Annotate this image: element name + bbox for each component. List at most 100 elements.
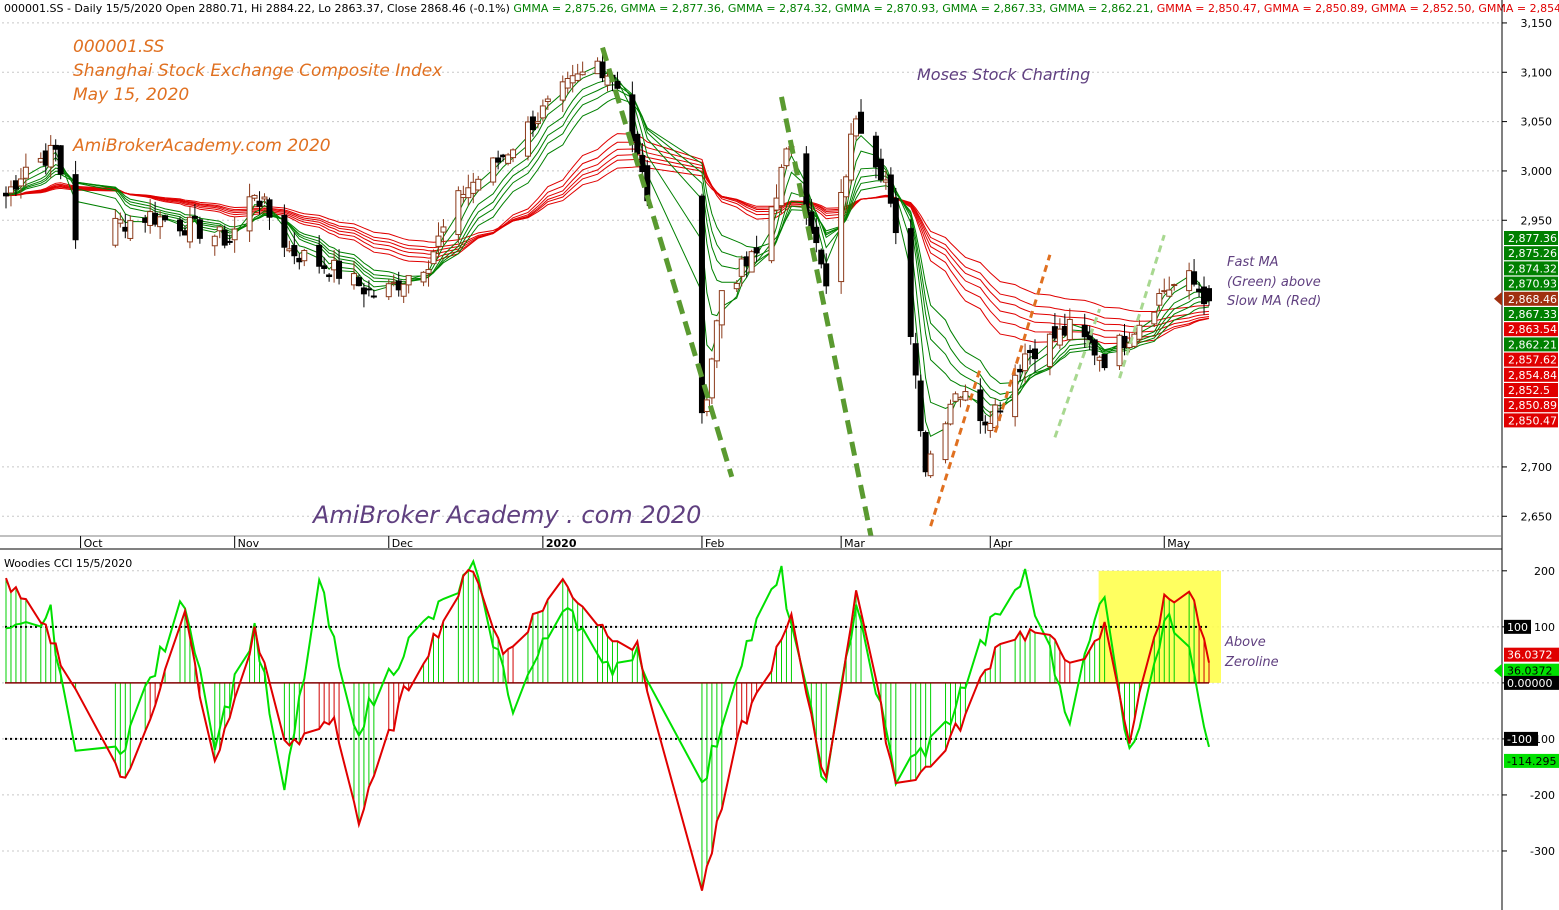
candle-body [17,178,24,187]
candle-body [142,217,149,223]
trend-dash-down [779,96,874,537]
candle-body [385,283,392,298]
candle-body [1086,331,1093,344]
candle-body [510,149,517,159]
candle-body [877,158,884,181]
candle-body [1091,339,1098,356]
candle-body [420,271,427,283]
candle-body [823,263,830,287]
header-gmma-item: GMMA = 2,862.21, [1049,2,1156,15]
price-tag-label: 2,863.54 [1508,323,1557,336]
candle-body [922,432,929,473]
price-layer [3,46,1212,537]
candle-body [708,358,715,399]
candle-body [599,61,606,79]
candle-body [1201,286,1208,305]
candle-body [246,196,253,232]
candle-body [186,216,193,243]
candle-body [226,240,233,243]
candle-body [1027,349,1034,354]
month-label: Apr [993,537,1013,550]
cci-value-tag [1504,619,1531,634]
candle-body [495,157,502,163]
candle-body [977,389,984,422]
header-gmma-item: GMMA = 2,850.47, [1157,2,1264,15]
candle-body [465,187,472,199]
price-tag-label: 2,862.21 [1508,338,1557,351]
fast-ma-line [5,97,1210,385]
candle-body [196,219,203,239]
candle-body [157,216,164,228]
candle-body [882,179,889,183]
candle-body [703,399,710,412]
cci-value-tag-label: 36.0372 [1507,649,1553,662]
candle-body [534,121,541,124]
candle-body [72,174,79,241]
candle-body [261,196,268,200]
moses-annotation: Moses Stock Charting [917,65,1090,84]
candle-body [365,288,372,291]
fast-ma-annotation-1: Fast MA [1227,255,1279,270]
candle-body [147,211,154,226]
candle-body [733,282,740,290]
candle-body [3,192,9,197]
cci-value-tag [1504,675,1559,690]
zeroline-annotation-2: Zeroline [1224,655,1279,670]
candle-body [57,145,64,175]
cci-value-tag-label: 0.00000 [1507,677,1553,690]
candle-body [37,157,44,163]
price-header: 000001.SS - Daily 15/5/2020 Open 2880.71… [4,2,1559,15]
turbo-cci-line [5,558,1210,791]
price-tag-label: 2,850.89 [1508,399,1557,412]
cci-value-tag-label: 100 [1507,621,1528,634]
candle-body [748,251,755,273]
candle-body [957,396,964,400]
price-tag [1504,413,1558,428]
candle-body [743,256,750,267]
candle-body [211,235,218,247]
candle-body [400,283,407,297]
price-tag [1504,383,1558,397]
candle-body [286,248,293,252]
candle-body [942,423,949,461]
candle-body [117,219,124,224]
candle-body [176,219,183,232]
candle-body [216,226,223,232]
cci-value-tag [1504,731,1538,746]
candle-body [887,174,894,204]
month-label: Feb [705,537,724,550]
candle-body [952,393,959,402]
trend-dash-down [600,46,735,478]
site-annotation: AmiBrokerAcademy.com 2020 [72,136,331,156]
candle-body [912,343,919,376]
price-tag [1504,352,1558,367]
zeroline-annotation-1: Above [1224,635,1266,650]
price-tick-label: 2,650 [1521,510,1553,523]
slow-ma-line [5,158,1210,322]
candle-body [773,197,780,211]
candle-body [1136,324,1143,340]
candle-body [281,214,288,248]
price-panel[interactable] [2,18,1500,536]
candle-body [634,133,641,155]
price-tag-label: 2,870.93 [1508,278,1557,291]
candle-body [370,295,377,298]
price-tick-label: 2,700 [1521,461,1553,474]
candle-body [296,257,303,263]
candle-body [853,118,860,137]
price-tag [1504,291,1558,306]
candle-body [1161,290,1168,293]
candle-body [291,245,298,257]
fast-ma-annotation-2: (Green) above [1227,275,1321,290]
trend-dash-up [929,367,982,527]
fast-ma-annotation-3: Slow MA (Red) [1227,294,1321,309]
candle-body [42,150,49,166]
cci-pointer [1494,663,1502,678]
candle-body [490,157,497,183]
candle-body [326,274,333,278]
candle-body [614,80,621,89]
candle-body [440,226,447,233]
candle-body [594,60,601,75]
